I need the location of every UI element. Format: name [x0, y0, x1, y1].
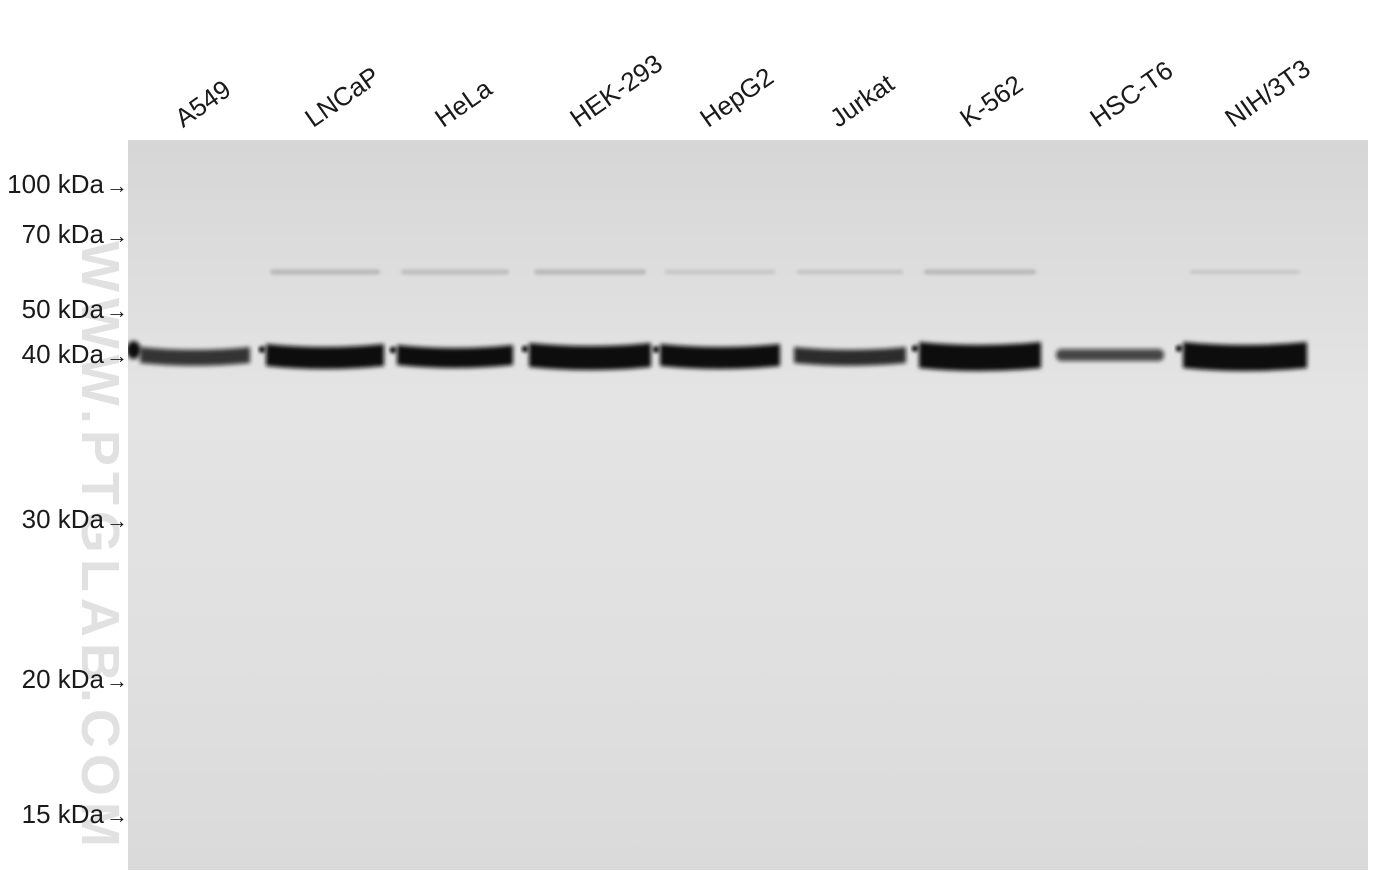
faint-band	[401, 270, 509, 275]
mw-marker-text: 100 kDa	[7, 169, 104, 199]
main-band	[140, 347, 250, 366]
faint-band	[534, 270, 646, 275]
mw-marker-label: 20 kDa→	[22, 664, 128, 695]
mw-marker-label: 70 kDa→	[22, 219, 128, 250]
band-edge-dot	[259, 346, 266, 353]
mw-marker-label: 30 kDa→	[22, 504, 128, 535]
lane-label: HEK-293	[564, 48, 668, 134]
band-edge-dot	[1176, 345, 1183, 352]
band-edge-dot	[912, 345, 919, 352]
mw-marker-text: 15 kDa	[22, 799, 104, 829]
mw-marker-label: 40 kDa→	[22, 339, 128, 370]
main-band	[529, 343, 651, 370]
arrow-right-icon: →	[106, 508, 128, 533]
band-edge-dot	[653, 346, 660, 353]
lane-label: HepG2	[694, 61, 779, 134]
main-band	[660, 344, 780, 369]
lane-label: Jurkat	[824, 68, 900, 134]
arrow-right-icon: →	[106, 668, 128, 693]
lane-labels-row: A549 LNCaP HeLa HEK-293 HepG2 Jurkat K-562 HSC-…	[0, 0, 1400, 140]
main-band	[794, 347, 906, 366]
mw-marker-label: 15 kDa→	[22, 799, 128, 830]
lane-label: A549	[169, 74, 237, 134]
membrane-background	[128, 140, 1368, 870]
mw-marker-label: 100 kDa→	[7, 169, 128, 200]
faint-band	[797, 270, 903, 274]
mw-marker-text: 70 kDa	[22, 219, 104, 249]
main-band	[1056, 349, 1164, 361]
main-band	[919, 342, 1041, 371]
mw-marker-text: 30 kDa	[22, 504, 104, 534]
main-band	[1183, 342, 1307, 371]
band-edge-dot	[522, 346, 529, 353]
faint-band	[270, 270, 380, 275]
arrow-right-icon: →	[106, 298, 128, 323]
main-band	[266, 344, 384, 369]
arrow-right-icon: →	[106, 173, 128, 198]
mw-marker-label: 50 kDa→	[22, 294, 128, 325]
lane-label: NIH/3T3	[1219, 53, 1316, 134]
arrow-right-icon: →	[106, 223, 128, 248]
faint-band	[1190, 270, 1300, 274]
mw-marker-text: 50 kDa	[22, 294, 104, 324]
blot-svg	[128, 140, 1368, 870]
lane-label: HSC-T6	[1084, 55, 1179, 134]
lane-label: LNCaP	[299, 61, 385, 134]
arrow-right-icon: →	[106, 803, 128, 828]
main-band	[397, 345, 513, 368]
arrow-right-icon: →	[106, 343, 128, 368]
band-edge-dot	[390, 347, 397, 354]
figure-container: A549 LNCaP HeLa HEK-293 HepG2 Jurkat K-562 HSC-…	[0, 0, 1400, 880]
mw-marker-text: 20 kDa	[22, 664, 104, 694]
lane-label: HeLa	[429, 73, 498, 134]
lane-label: K-562	[954, 69, 1029, 134]
faint-band	[665, 270, 775, 274]
mw-marker-text: 40 kDa	[22, 339, 104, 369]
faint-band	[924, 270, 1036, 275]
blot-membrane-area	[128, 140, 1368, 870]
